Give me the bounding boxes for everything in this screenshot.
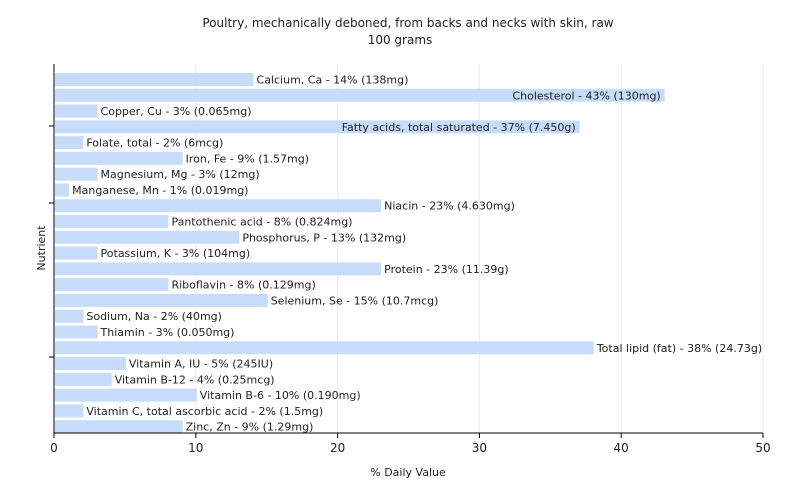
bar — [55, 372, 112, 386]
y-axis-label: Nutrient — [35, 225, 48, 271]
bar — [55, 357, 126, 371]
bar-label: Pantothenic acid - 8% (0.824mg) — [171, 216, 352, 229]
bar-label: Vitamin C, total ascorbic acid - 2% (1.5… — [86, 405, 323, 418]
bar — [55, 230, 240, 244]
x-tick-label: 0 — [50, 441, 58, 455]
bar — [55, 309, 84, 323]
bar — [55, 73, 254, 86]
chart-title: Poultry, mechanically deboned, from back… — [202, 16, 613, 30]
bar-label: Copper, Cu - 3% (0.065mg) — [101, 105, 252, 118]
bar-label: Protein - 23% (11.39g) — [384, 263, 509, 276]
bar-label: Sodium, Na - 2% (40mg) — [86, 310, 222, 323]
bar-label: Folate, total - 2% (6mcg) — [86, 137, 223, 150]
bar — [55, 167, 98, 181]
x-tick-label: 10 — [188, 441, 203, 455]
bar-label: Magnesium, Mg - 3% (12mg) — [101, 168, 260, 181]
bar — [55, 293, 268, 307]
bar — [55, 278, 169, 292]
x-tick-label: 50 — [755, 441, 770, 455]
bar-label: Cholesterol - 43% (130mg) — [512, 89, 660, 102]
bar — [55, 151, 183, 165]
x-tick-label: 40 — [614, 441, 629, 455]
bar — [55, 136, 84, 150]
bar — [55, 246, 98, 260]
bar-label: Riboflavin - 8% (0.129mg) — [171, 279, 315, 292]
bar — [55, 183, 70, 197]
bar-label: Total lipid (fat) - 38% (24.73g) — [596, 342, 762, 355]
bar — [55, 104, 98, 118]
bar — [55, 215, 169, 228]
bar-label: Vitamin B-12 - 4% (0.25mcg) — [115, 373, 275, 386]
chart-subtitle: 100 grams — [368, 33, 433, 47]
bar-label: Thiamin - 3% (0.050mg) — [100, 326, 235, 339]
bar-label: Phosphorus, P - 13% (132mg) — [242, 231, 406, 244]
bar-label: Iron, Fe - 9% (1.57mg) — [186, 152, 309, 165]
bar — [55, 325, 98, 339]
bar — [55, 341, 594, 355]
x-axis-label: % Daily Value — [370, 466, 446, 479]
bar — [55, 120, 580, 134]
x-tick-label: 20 — [330, 441, 345, 455]
bar-label: Niacin - 23% (4.630mg) — [384, 200, 515, 213]
bar-label: Manganese, Mn - 1% (0.019mg) — [72, 184, 248, 197]
bar-label: Fatty acids, total saturated - 37% (7.45… — [342, 121, 576, 134]
bar — [55, 262, 382, 276]
bar-label: Calcium, Ca - 14% (138mg) — [257, 73, 409, 86]
bar — [55, 404, 84, 418]
bar — [55, 388, 197, 402]
plot-area: Calcium, Ca - 14% (138mg) Cholesterol - 4… — [49, 64, 771, 455]
bar-label: Vitamin B-6 - 10% (0.190mg) — [200, 389, 361, 402]
bar-label: Zinc, Zn - 9% (1.29mg) — [186, 421, 314, 434]
bar — [55, 420, 183, 434]
bar-label: Selenium, Se - 15% (10.7mcg) — [271, 294, 439, 307]
bar — [55, 199, 382, 213]
bar-label: Vitamin A, IU - 5% (245IU) — [129, 358, 273, 371]
bar — [55, 88, 665, 102]
bar-label: Potassium, K - 3% (104mg) — [101, 247, 251, 260]
x-tick-label: 30 — [472, 441, 487, 455]
